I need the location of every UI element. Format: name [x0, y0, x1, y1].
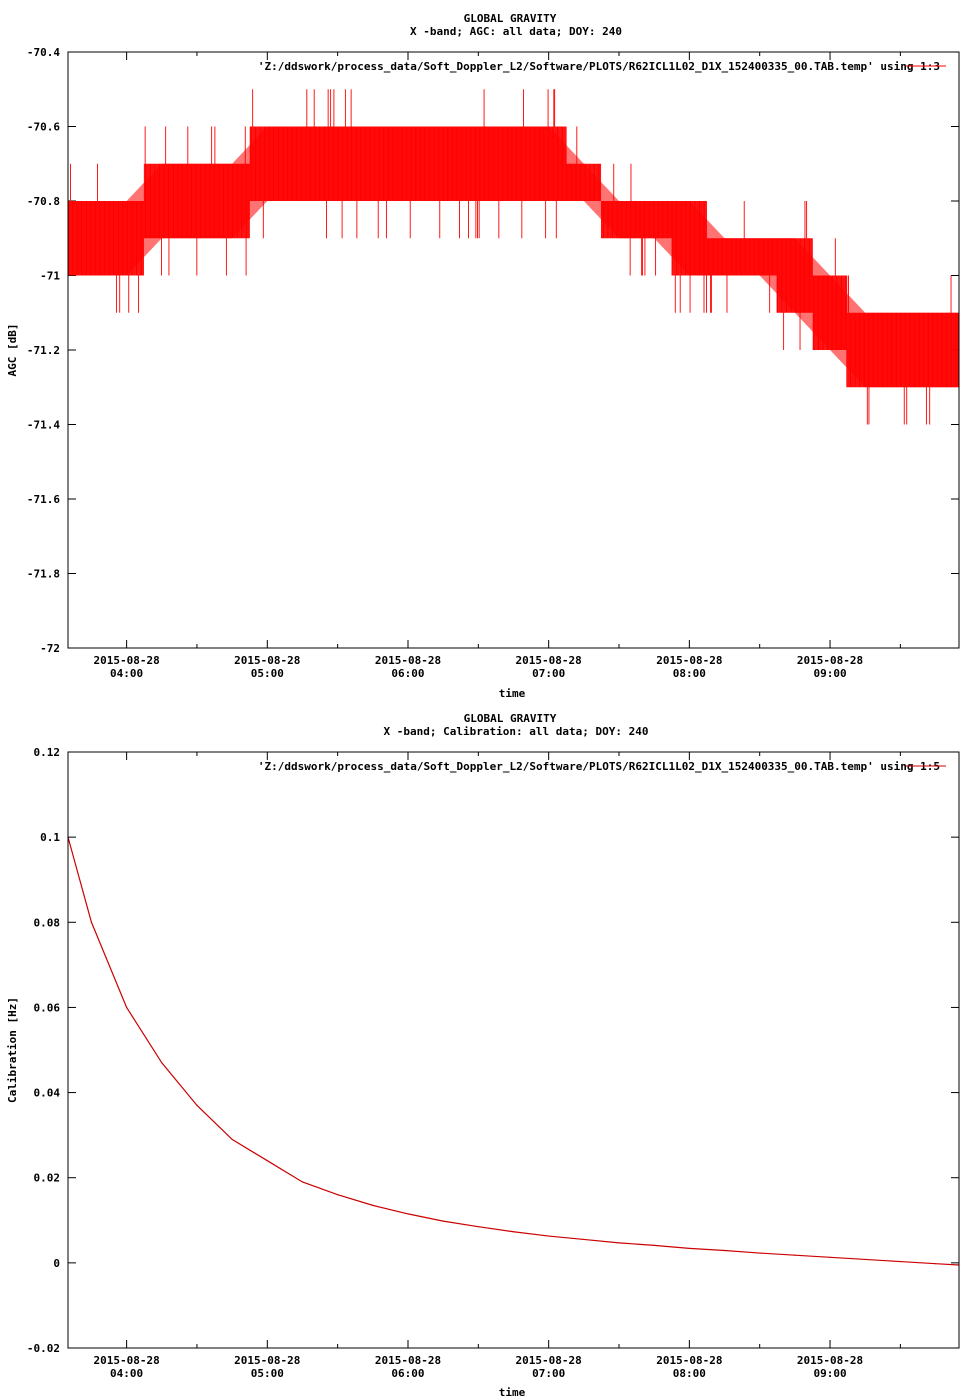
x-tick-date: 2015-08-28: [94, 1354, 160, 1367]
calibration-line: [67, 836, 960, 1266]
y-tick-label: -71.2: [27, 344, 60, 357]
y-tick-label: -72: [40, 642, 60, 655]
calibration-point: [301, 1181, 304, 1183]
calibration-series: [67, 836, 960, 1266]
x-tick-time: 05:00: [251, 667, 284, 680]
chart-agc: GLOBAL GRAVITY X -band; AGC: all data; D…: [6, 12, 960, 700]
plot-frame: [67, 51, 960, 649]
x-tick-date: 2015-08-28: [516, 654, 582, 667]
calibration-point: [337, 1194, 339, 1196]
y-axis-label: AGC [dB]: [6, 324, 19, 377]
y-tick-label: 0.02: [34, 1172, 61, 1185]
x-tick-date: 2015-08-28: [516, 1354, 582, 1367]
y-tick-label: -70.6: [27, 121, 60, 134]
x-tick-date: 2015-08-28: [375, 654, 441, 667]
calibration-point: [477, 1226, 479, 1228]
x-tick-time: 04:00: [110, 667, 143, 680]
calibration-point: [618, 1242, 620, 1244]
y-tick-label: 0.08: [34, 916, 61, 929]
plot-frame: [67, 751, 960, 1349]
x-tick-date: 2015-08-28: [656, 654, 722, 667]
calibration-point: [161, 1062, 163, 1064]
calibration-point: [231, 1138, 233, 1140]
calibration-point: [934, 1263, 937, 1265]
y-axis-label: Calibration [Hz]: [6, 997, 19, 1103]
y-tick-label: -71.6: [27, 493, 60, 506]
x-tick-date: 2015-08-28: [797, 1354, 863, 1367]
y-tick-label: -71.8: [27, 568, 60, 581]
calibration-point: [688, 1247, 690, 1249]
calibration-point: [829, 1256, 831, 1258]
y-tick-label: -71.4: [27, 419, 60, 432]
calibration-point: [899, 1260, 901, 1263]
calibration-point: [583, 1238, 585, 1241]
y-tick-label: 0.04: [34, 1087, 61, 1100]
chart-title: GLOBAL GRAVITY: [464, 712, 557, 725]
x-tick-time: 09:00: [813, 1367, 846, 1380]
x-tick-time: 06:00: [391, 1367, 424, 1380]
x-tick-date: 2015-08-28: [797, 654, 863, 667]
calibration-point: [759, 1252, 761, 1254]
y-tick-label: 0.12: [34, 746, 61, 759]
chart-title: GLOBAL GRAVITY: [464, 12, 557, 25]
x-tick-time: 07:00: [532, 1367, 565, 1380]
calibration-point: [794, 1254, 796, 1256]
x-tick-time: 07:00: [532, 667, 565, 680]
x-tick-time: 04:00: [110, 1367, 143, 1380]
y-tick-label: 0: [53, 1257, 60, 1270]
x-tick-date: 2015-08-28: [94, 654, 160, 667]
calibration-point: [653, 1244, 655, 1247]
calibration-point: [864, 1258, 866, 1261]
calibration-point: [126, 1006, 128, 1009]
calibration-point: [442, 1220, 444, 1222]
chart-subtitle: X -band; AGC: all data; DOY: 240: [410, 25, 622, 38]
calibration-point: [196, 1104, 198, 1106]
calibration-point: [723, 1249, 726, 1252]
x-tick-date: 2015-08-28: [375, 1354, 441, 1367]
y-tick-label: -70.4: [27, 46, 60, 59]
x-tick-date: 2015-08-28: [234, 654, 300, 667]
calibration-point: [548, 1235, 550, 1237]
x-tick-time: 05:00: [251, 1367, 284, 1380]
chart-calibration: GLOBAL GRAVITY X -band; Calibration: all…: [6, 712, 960, 1399]
agc-series: [67, 89, 959, 425]
legend-label: 'Z:/ddswork/process_data/Soft_Doppler_L2…: [258, 760, 940, 773]
calibration-point: [512, 1231, 515, 1233]
x-axis-label: time: [499, 1386, 526, 1399]
y-tick-label: 0.06: [34, 1001, 61, 1014]
y-tick-label: -71: [40, 270, 60, 283]
x-tick-date: 2015-08-28: [656, 1354, 722, 1367]
y-tick-label: -70.8: [27, 195, 60, 208]
x-axis-label: time: [499, 687, 526, 700]
calibration-point: [407, 1213, 409, 1215]
y-tick-label: 0.1: [40, 831, 60, 844]
x-tick-date: 2015-08-28: [234, 1354, 300, 1367]
calibration-point: [90, 921, 93, 923]
x-tick-time: 09:00: [813, 667, 846, 680]
calibration-point: [266, 1160, 268, 1162]
legend-label: 'Z:/ddswork/process_data/Soft_Doppler_L2…: [258, 60, 940, 73]
x-tick-time: 06:00: [391, 667, 424, 680]
y-tick-label: -0.02: [27, 1342, 60, 1355]
x-tick-time: 08:00: [673, 1367, 706, 1380]
calibration-point: [372, 1204, 374, 1206]
x-tick-time: 08:00: [673, 667, 706, 680]
chart-subtitle: X -band; Calibration: all data; DOY: 240: [384, 725, 649, 738]
